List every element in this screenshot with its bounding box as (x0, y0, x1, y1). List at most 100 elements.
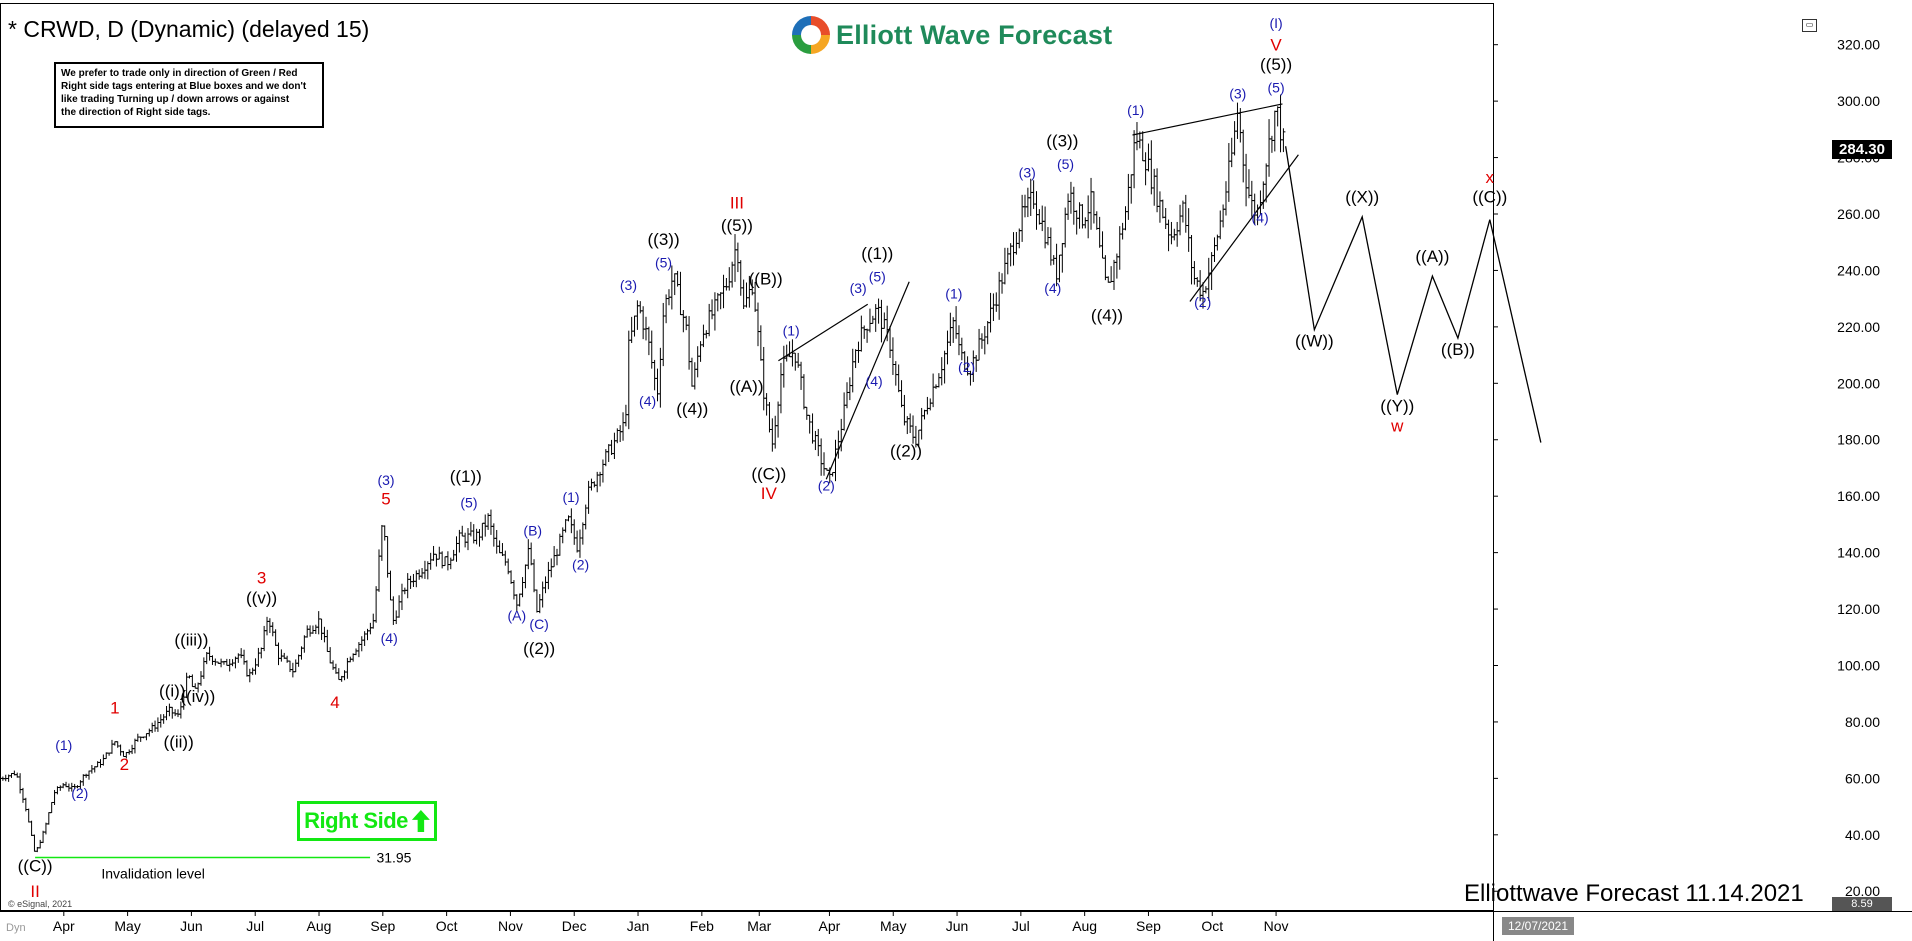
y-tick-label: 220.00 (1837, 319, 1880, 335)
copyright-text: © eSignal, 2021 (8, 899, 73, 909)
right-side-tag: Right Side (297, 801, 437, 841)
invalidation-label: Invalidation level (101, 866, 205, 882)
wave-label: ((C)) (18, 856, 53, 875)
wave-label: ((A)) (1415, 247, 1449, 266)
wave-label: 5 (381, 490, 390, 509)
y-tick-label: 120.00 (1837, 601, 1880, 617)
wave-trendlines (778, 103, 1299, 480)
x-tick-label: Feb (690, 918, 714, 934)
logo-text: Elliott Wave Forecast (836, 19, 1113, 50)
window-toggle-icon[interactable]: ▭ (1802, 19, 1817, 32)
invalidation-value: 31.95 (376, 850, 411, 866)
wave-label: ((A)) (730, 377, 764, 396)
y-tick-label: 240.00 (1837, 262, 1880, 278)
wave-label: (5) (1057, 156, 1074, 172)
wave-label: ((1)) (861, 244, 893, 263)
wave-label: IV (761, 484, 778, 503)
x-tick-label: Apr (819, 918, 841, 934)
wave-label: (2) (572, 557, 589, 573)
wave-label: ((B)) (1441, 340, 1475, 359)
x-tick-label: Sep (370, 918, 395, 934)
notice-line: the direction of Right side tags. (61, 107, 211, 118)
trendline (778, 303, 869, 362)
wave-label: (1) (562, 489, 579, 505)
invalidation-line: 31.95 Invalidation level (35, 850, 412, 882)
wave-label: (2) (1194, 294, 1211, 310)
wave-label: ((v)) (246, 588, 277, 607)
wave-label: ((iii)) (174, 631, 208, 650)
forecast-date-text: Elliottwave Forecast 11.14.2021 (1464, 880, 1804, 907)
wave-label: (1) (55, 737, 72, 753)
wave-label: (5) (655, 255, 672, 271)
brand-logo: Elliott Wave Forecast (792, 14, 1112, 56)
wave-label: (4) (381, 630, 398, 646)
x-tick-label: Nov (498, 918, 523, 934)
corner-label: Dyn (6, 922, 26, 934)
x-tick-label: Jun (946, 918, 969, 934)
logo-icon (792, 16, 830, 54)
x-tick-label: Jul (246, 918, 264, 934)
x-tick-label: Jun (180, 918, 203, 934)
wave-label: (2) (818, 478, 835, 494)
wave-label: ((2)) (890, 442, 922, 461)
wave-label: (1) (783, 322, 800, 338)
y-tick-label: 20.00 (1845, 883, 1880, 899)
y-tick-label: 80.00 (1845, 714, 1880, 730)
wave-label: (4) (1252, 209, 1269, 225)
y-tick-label: 160.00 (1837, 488, 1880, 504)
wave-label: II (30, 882, 39, 901)
x-tick-label: May (880, 918, 906, 934)
x-tick-label: Oct (436, 918, 458, 934)
x-axis: Apr May Jun Jul Aug Sep Oct Nov Dec Jan Feb Mar Apr M… (6, 911, 1289, 934)
wave-label: (C) (529, 616, 548, 632)
wave-label: ((ii)) (164, 732, 194, 751)
wave-label: ((3)) (1046, 131, 1078, 150)
wave-label: (2) (958, 359, 975, 375)
wave-label: 4 (330, 693, 339, 712)
wave-label: ((3)) (648, 230, 680, 249)
y-tick-label: 60.00 (1845, 770, 1880, 786)
x-tick-label: May (114, 918, 140, 934)
notice-line: like trading Turning up / down arrows or… (61, 94, 290, 105)
x-tick-label: Apr (53, 918, 75, 934)
wave-label: (1) (945, 286, 962, 302)
wave-label: 1 (110, 698, 119, 717)
wave-label: (1) (1127, 102, 1144, 118)
wave-label: ((X)) (1345, 188, 1379, 207)
wave-label: (5) (869, 269, 886, 285)
wave-label: (3) (850, 280, 867, 296)
wave-labels: ((C)) II (1) (2) 1 2 ((i)) ((ii)) ((iii)) ((iv)) (… (18, 15, 1508, 901)
wave-label: ((5)) (721, 216, 753, 235)
wave-label: ((C)) (1472, 188, 1507, 207)
trendline (1189, 154, 1299, 302)
y-tick-label: 300.00 (1837, 93, 1880, 109)
wave-label: 3 (257, 569, 266, 588)
wave-label: ((4)) (1091, 306, 1123, 325)
wave-label: (I) (1269, 15, 1282, 31)
x-tick-label: Oct (1201, 918, 1223, 934)
projection-path (1284, 146, 1542, 443)
wave-label: w (1390, 416, 1404, 435)
indicator-value-tag: 8.59 (1832, 897, 1892, 911)
price-bars (0, 94, 1286, 853)
x-tick-label: Mar (747, 918, 771, 934)
wave-label: ((iv)) (180, 687, 215, 706)
wave-label: (B) (523, 523, 542, 539)
wave-label: (3) (1229, 85, 1246, 101)
wave-label: x (1486, 168, 1495, 187)
wave-label: ((W)) (1295, 332, 1334, 351)
trendline (1132, 103, 1283, 136)
x-tick-label: Aug (1072, 918, 1097, 934)
y-tick-label: 40.00 (1845, 827, 1880, 843)
wave-label: ((C)) (751, 464, 786, 483)
y-tick-label: 320.00 (1837, 37, 1880, 53)
right-side-label: Right Side (304, 808, 408, 833)
y-tick-label: 100.00 (1837, 657, 1880, 673)
plot-frame (0, 3, 1912, 941)
x-tick-label: Jan (627, 918, 650, 934)
wave-label: (3) (377, 472, 394, 488)
projection-line (1284, 146, 1542, 443)
wave-label: ((5)) (1260, 55, 1292, 74)
x-tick-label: Nov (1264, 918, 1289, 934)
